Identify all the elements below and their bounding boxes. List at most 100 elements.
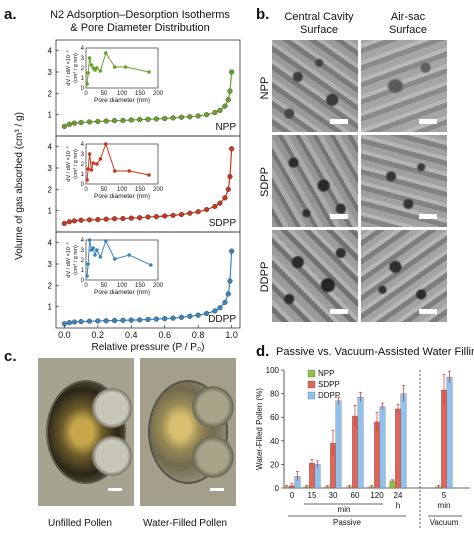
y-tick-label: 100	[266, 366, 280, 375]
isotherm-point	[162, 316, 168, 322]
scale-bar	[330, 119, 348, 124]
inset-point	[87, 152, 92, 156]
legend-swatch-npp	[307, 369, 316, 378]
isotherm-point	[217, 107, 223, 114]
sem-row-label-sdpp: SDPP	[259, 167, 271, 197]
caption-unfilled: Unfilled Pollen	[48, 518, 112, 529]
inset-point	[127, 169, 131, 173]
sem-image-npp-central	[272, 40, 358, 132]
inset-y-tick-label: 1	[81, 268, 85, 274]
inset-point	[87, 238, 92, 242]
y-tick-label: 20	[270, 460, 279, 469]
isotherm-point	[78, 217, 84, 223]
x-unit-min: min	[338, 505, 351, 514]
isotherm-point	[203, 112, 210, 118]
inset-point	[123, 65, 128, 69]
isotherm-point	[195, 312, 201, 318]
inset-point	[86, 262, 90, 266]
isotherm-point	[187, 210, 193, 216]
isotherm-point	[178, 314, 185, 320]
inset-x-tick-label: 150	[135, 283, 146, 289]
isotherm-point	[222, 195, 228, 201]
isotherm-point	[187, 313, 193, 319]
inset-y-tick-label: 3	[81, 248, 85, 254]
isotherm-point	[162, 115, 168, 122]
inset-x-tick-label: 200	[153, 187, 164, 193]
air-sac	[192, 436, 234, 478]
inset-y-tick-label: 2	[81, 258, 85, 264]
micrograph-water-filled-pollen	[140, 358, 236, 506]
isotherm-point	[229, 69, 235, 75]
inset-ylabel-line2: (cm³ / g nm)	[73, 245, 79, 275]
air-sac	[92, 436, 132, 476]
x-unit-h: h	[396, 501, 400, 510]
inset-y-tick-label: 1	[81, 172, 85, 178]
inset-point	[89, 63, 94, 67]
scale-bar	[210, 488, 224, 491]
legend-label-sdpp: SDPP	[318, 380, 340, 389]
isotherm-point	[103, 216, 109, 222]
isotherm-point	[170, 315, 176, 321]
scale-bar	[419, 119, 437, 124]
isotherm-point	[227, 88, 233, 94]
series-label: DDPP	[208, 314, 236, 325]
inset-point	[91, 246, 95, 250]
inset-y-tick-label: 0	[81, 278, 85, 284]
inset-point	[147, 173, 151, 177]
sem-row-label-ddpp: DDPP	[259, 261, 271, 293]
inset-x-tick-label: 100	[117, 187, 128, 193]
isotherm-point	[145, 214, 151, 220]
sem-image-npp-airsac	[361, 40, 447, 132]
inset-y-tick-label: 2	[81, 162, 85, 168]
inset-x-tick-label: 50	[101, 91, 108, 97]
isotherm-point	[195, 113, 201, 119]
isotherm-point	[78, 319, 84, 325]
x-tick-label: 30	[329, 491, 338, 500]
scale-bar	[419, 309, 437, 314]
isotherm-point	[66, 219, 72, 225]
x-tick-label: 0.6	[158, 330, 171, 340]
sem-image-ddpp-airsac	[361, 230, 447, 322]
y-tick-label: 0	[275, 484, 280, 493]
isotherm-point	[162, 213, 168, 219]
isotherm-point	[111, 317, 118, 324]
isotherm-point	[137, 215, 143, 221]
y-tick-label: 80	[270, 390, 279, 399]
isotherm-point	[222, 103, 228, 109]
col1-line2: Surface	[300, 24, 338, 36]
panel-a-ylabel: Volume of gas absorbed (cm³ / g)	[14, 112, 25, 260]
scale-bar	[330, 309, 348, 314]
air-sac	[192, 386, 234, 428]
inset-y-tick-label: 3	[81, 56, 85, 62]
x-tick-label: 0.2	[92, 330, 105, 340]
inset-y-tick-label: 0	[81, 182, 85, 188]
inset-y-tick-label: 4	[81, 238, 85, 244]
isotherm-point	[137, 116, 143, 123]
inset-point	[95, 66, 99, 70]
inset-point	[89, 168, 94, 172]
isotherm-point	[86, 119, 93, 125]
panel-a-xlabel: Relative pressure (P / P₀)	[92, 342, 205, 353]
bar-ddpp	[446, 376, 453, 489]
inset-point	[149, 263, 153, 267]
inset-y-tick-label: 1	[81, 76, 85, 82]
scale-bar	[419, 214, 437, 219]
panel-b-col2-header: Air-sac Surface	[365, 11, 451, 37]
inset-point	[87, 56, 92, 60]
panel-d-title: Passive vs. Vacuum-Assisted Water Fillin…	[276, 346, 474, 358]
legend-swatch-ddpp	[307, 391, 316, 400]
isotherm-point	[86, 318, 93, 324]
inset-x-tick-label: 50	[101, 187, 108, 193]
panel-label-d: d.	[256, 343, 270, 360]
isotherm-point	[225, 291, 231, 297]
x-tick-label: 1.0	[225, 330, 238, 340]
panel-d-bar-chart: 0 20 40 60 80 100 Water-Filled Pollen (%) 0 15 30…	[255, 366, 470, 528]
inset-point	[95, 248, 99, 252]
y-tick-label: 3	[48, 68, 53, 77]
isotherm-point	[95, 118, 101, 125]
inset-point	[85, 178, 89, 182]
inset-ylabel-line1: dV / dW ×10⁻³	[66, 50, 72, 85]
inset-point	[113, 169, 117, 173]
x-tick-label: 0.8	[192, 330, 205, 340]
legend-label-ddpp: DDPP	[318, 391, 340, 400]
